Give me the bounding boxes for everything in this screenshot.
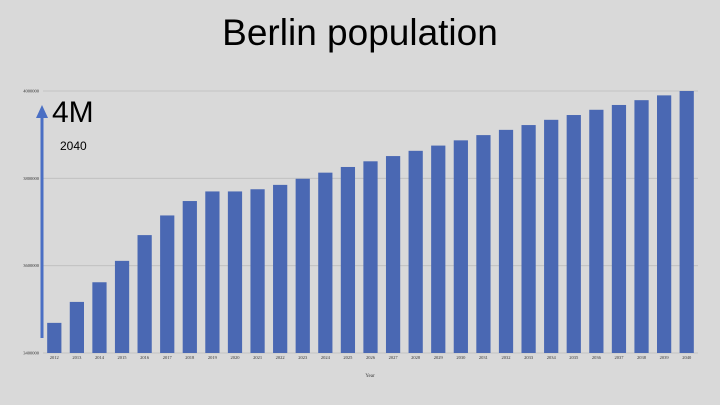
bar-2040 (679, 91, 694, 353)
x-tick-label: 2021 (253, 355, 262, 360)
bar-2016 (137, 235, 152, 353)
bar-2023 (295, 178, 310, 353)
callout-value: 4M (52, 96, 94, 129)
bar-2034 (544, 119, 559, 353)
x-tick-label: 2012 (50, 355, 59, 360)
y-axis-tick-labels: 3400000 3600000 3800000 4000000 (23, 89, 40, 356)
x-tick-label: 2032 (502, 355, 511, 360)
x-tick-label: 2039 (660, 355, 670, 360)
x-tick-label: 2025 (343, 355, 353, 360)
x-axis-tick-labels: 2012 2013 2014 2015 2016 2017 2018 2019 2020 2021… (50, 355, 692, 360)
x-axis-label: Year (365, 374, 375, 379)
bar-2019 (205, 191, 220, 353)
bar-2033 (521, 125, 536, 353)
bar-2015 (114, 260, 130, 353)
bar-2036 (589, 109, 604, 353)
x-tick-label: 2028 (411, 355, 421, 360)
bar-2038 (634, 100, 649, 353)
bar-2024 (318, 172, 333, 353)
x-tick-label: 2026 (366, 355, 376, 360)
bar-2031 (476, 135, 491, 353)
bar-2035 (566, 115, 581, 354)
x-tick-label: 2023 (298, 355, 308, 360)
x-tick-label: 2030 (456, 355, 466, 360)
callout-year: 2040 (60, 139, 87, 153)
x-tick-label: 2038 (637, 355, 647, 360)
x-tick-label: 2034 (547, 355, 557, 360)
bar-2039 (657, 95, 672, 353)
x-tick-label: 2033 (524, 355, 534, 360)
bar-2028 (408, 150, 423, 353)
bar-2026 (363, 161, 378, 353)
x-tick-label: 2036 (592, 355, 602, 360)
x-tick-label: 2015 (118, 355, 128, 360)
x-tick-label: 2035 (569, 355, 579, 360)
y-tick-label: 3600000 (23, 263, 40, 268)
bar-2014 (92, 282, 107, 353)
y-tick-label: 3800000 (23, 176, 40, 181)
bar-2012 (47, 322, 62, 353)
x-tick-label: 2018 (185, 355, 195, 360)
x-tick-label: 2016 (140, 355, 150, 360)
x-tick-label: 2029 (434, 355, 444, 360)
x-tick-label: 2014 (95, 355, 105, 360)
bar-2021 (250, 189, 265, 353)
bar-2020 (227, 191, 243, 353)
x-tick-label: 2022 (276, 355, 285, 360)
bar-2022 (273, 184, 288, 353)
bar-2018 (182, 201, 197, 353)
x-tick-label: 2020 (230, 355, 240, 360)
bar-2032 (498, 129, 514, 353)
x-tick-label: 2017 (163, 355, 173, 360)
bar-2017 (160, 215, 175, 353)
y-tick-label: 3400000 (23, 351, 40, 356)
bar-2029 (431, 145, 446, 353)
x-tick-label: 2031 (479, 355, 488, 360)
x-tick-label: 2027 (389, 355, 399, 360)
slide-title: Berlin population (222, 12, 498, 53)
x-tick-label: 2013 (72, 355, 82, 360)
x-tick-label: 2024 (321, 355, 331, 360)
callout-arrow-head (36, 105, 48, 118)
x-tick-label: 2040 (682, 355, 692, 360)
y-tick-label: 4000000 (23, 89, 40, 94)
bars (47, 91, 694, 354)
bar-2027 (385, 156, 401, 353)
bar-2030 (453, 140, 468, 353)
bar-2025 (340, 166, 356, 353)
bar-2037 (611, 104, 627, 354)
x-tick-label: 2019 (208, 355, 218, 360)
x-tick-label: 2037 (614, 355, 624, 360)
bar-2013 (69, 301, 84, 353)
